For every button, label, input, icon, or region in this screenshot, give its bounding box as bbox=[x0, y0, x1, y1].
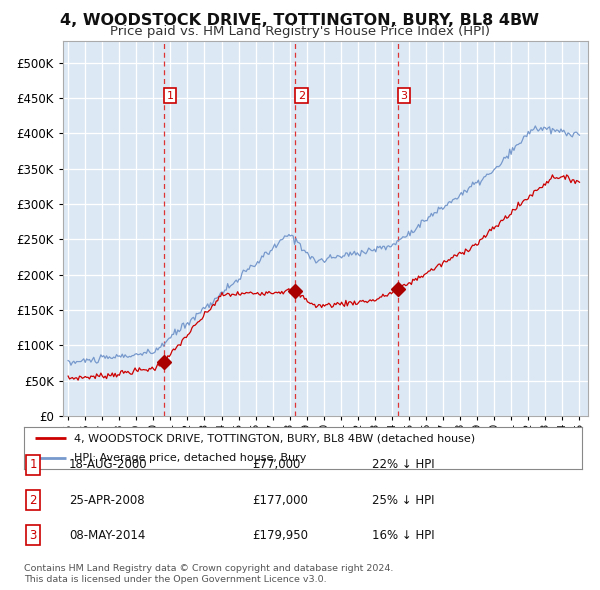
Text: 25-APR-2008: 25-APR-2008 bbox=[69, 493, 145, 507]
Text: 08-MAY-2014: 08-MAY-2014 bbox=[69, 529, 145, 542]
Text: 25% ↓ HPI: 25% ↓ HPI bbox=[372, 493, 434, 507]
Text: Price paid vs. HM Land Registry's House Price Index (HPI): Price paid vs. HM Land Registry's House … bbox=[110, 25, 490, 38]
Text: 16% ↓ HPI: 16% ↓ HPI bbox=[372, 529, 434, 542]
Text: 3: 3 bbox=[401, 91, 407, 101]
Text: 3: 3 bbox=[29, 529, 37, 542]
Text: £177,000: £177,000 bbox=[252, 493, 308, 507]
Text: 22% ↓ HPI: 22% ↓ HPI bbox=[372, 458, 434, 471]
Text: 1: 1 bbox=[29, 458, 37, 471]
Text: £179,950: £179,950 bbox=[252, 529, 308, 542]
Text: 1: 1 bbox=[167, 91, 173, 101]
Text: This data is licensed under the Open Government Licence v3.0.: This data is licensed under the Open Gov… bbox=[24, 575, 326, 584]
Text: 4, WOODSTOCK DRIVE, TOTTINGTON, BURY, BL8 4BW: 4, WOODSTOCK DRIVE, TOTTINGTON, BURY, BL… bbox=[61, 13, 539, 28]
Text: Contains HM Land Registry data © Crown copyright and database right 2024.: Contains HM Land Registry data © Crown c… bbox=[24, 565, 394, 573]
Text: 2: 2 bbox=[29, 493, 37, 507]
Text: 4, WOODSTOCK DRIVE, TOTTINGTON, BURY, BL8 4BW (detached house): 4, WOODSTOCK DRIVE, TOTTINGTON, BURY, BL… bbox=[74, 433, 475, 443]
Text: £77,000: £77,000 bbox=[252, 458, 301, 471]
Text: 18-AUG-2000: 18-AUG-2000 bbox=[69, 458, 148, 471]
Text: HPI: Average price, detached house, Bury: HPI: Average price, detached house, Bury bbox=[74, 454, 307, 463]
Text: 2: 2 bbox=[298, 91, 305, 101]
